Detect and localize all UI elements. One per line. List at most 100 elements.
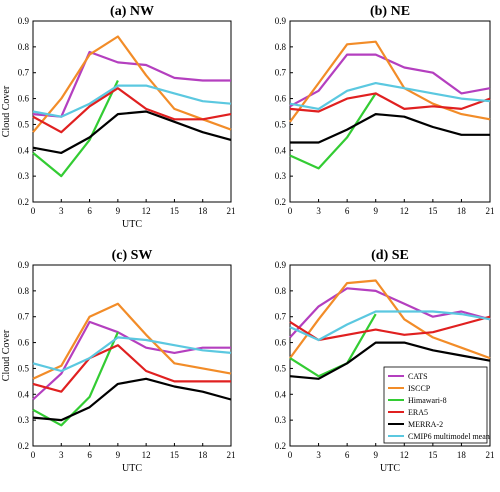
panel-title: (d) SE — [371, 248, 409, 263]
legend: CATS ISCCP Himawari-8 ERA5 MERRA-2 CMIP6 mult… — [383, 366, 490, 444]
x-tick-label: 15 — [428, 450, 438, 460]
y-tick-label: 0.9 — [18, 260, 30, 270]
series-line-isccp — [32, 302, 232, 380]
series-line-merra-2 — [289, 341, 491, 380]
legend-label: CATS — [408, 372, 428, 381]
y-tick-label: 0.7 — [275, 68, 287, 78]
plot-frame — [289, 264, 491, 447]
panel-title: (c) SW — [112, 248, 153, 263]
legend-label: Himawari-8 — [408, 396, 447, 405]
series-line-cmip6-multimodel-mean — [32, 336, 232, 373]
series-line-cats — [289, 53, 491, 108]
y-tick-label: 0.8 — [275, 42, 287, 52]
series-line-cats — [32, 320, 231, 401]
plot-frame — [289, 20, 491, 203]
y-tick-label: 0.9 — [18, 16, 30, 26]
y-tick-label: 0.3 — [18, 415, 30, 425]
series-line-himawari-8 — [32, 80, 119, 178]
x-tick-label: 15 — [170, 206, 180, 216]
panel-title: (a) NW — [110, 4, 154, 19]
x-tick-label: 12 — [142, 450, 151, 460]
y-tick-label: 0.7 — [275, 312, 287, 322]
x-tick-label: 12 — [400, 206, 409, 216]
panel-3: (c) SW 0 3 6 9 12 15 18 21 0.2 0.3 0.4 0.5 0.6 0.7 0.8 0… — [1, 248, 236, 474]
x-tick-label: 9 — [116, 206, 121, 216]
x-axis-label: UTC — [380, 463, 400, 474]
legend-label: ISCCP — [408, 384, 431, 393]
x-tick-label: 6 — [87, 450, 92, 460]
series-line-cats — [32, 50, 231, 118]
x-tick-label: 6 — [87, 206, 92, 216]
panel-4: (d) SE 0 3 6 9 12 15 18 21 0.2 0.3 0.4 0.5 0.6 0.7 0.8 0… — [275, 248, 495, 474]
series-line-isccp — [289, 40, 491, 123]
series-line-cmip6-multimodel-mean — [289, 310, 491, 342]
x-tick-label: 21 — [227, 206, 236, 216]
panel-2: (b) NE 0 3 6 9 12 15 18 21 0.2 0.3 0.4 0.5 0.6 0.7 0.8 0… — [275, 4, 495, 216]
x-axis-label: UTC — [122, 463, 142, 474]
x-tick-label: 6 — [345, 450, 350, 460]
series-line-himawari-8 — [32, 331, 119, 427]
series-line-himawari-8 — [289, 92, 377, 170]
x-tick-label: 3 — [59, 206, 64, 216]
y-tick-label: 0.6 — [18, 338, 30, 348]
y-tick-label: 0.8 — [18, 42, 30, 52]
x-tick-label: 18 — [457, 206, 467, 216]
series-line-era5 — [32, 87, 232, 134]
legend-label: MERRA-2 — [408, 420, 443, 429]
y-tick-label: 0.6 — [275, 338, 287, 348]
y-tick-label: 0.2 — [18, 441, 29, 451]
y-tick-label: 0.4 — [275, 389, 287, 399]
series-line-isccp — [32, 35, 232, 133]
y-tick-label: 0.6 — [275, 94, 287, 104]
panel-title: (b) NE — [370, 4, 410, 19]
y-tick-label: 0.3 — [275, 415, 287, 425]
x-tick-label: 3 — [316, 450, 321, 460]
x-tick-label: 6 — [345, 206, 350, 216]
y-tick-label: 0.9 — [275, 260, 287, 270]
x-tick-label: 0 — [31, 450, 36, 460]
x-tick-label: 0 — [288, 206, 293, 216]
x-tick-label: 21 — [227, 450, 236, 460]
y-tick-label: 0.7 — [18, 68, 30, 78]
legend-label: CMIP6 multimodel mean — [408, 432, 490, 441]
plot-frame — [32, 264, 232, 447]
x-tick-label: 0 — [288, 450, 293, 460]
x-tick-label: 3 — [316, 206, 321, 216]
y-tick-label: 0.3 — [275, 171, 287, 181]
y-tick-label: 0.4 — [18, 389, 30, 399]
y-tick-label: 0.3 — [18, 171, 30, 181]
x-tick-label: 9 — [373, 206, 378, 216]
y-tick-label: 0.5 — [275, 119, 287, 129]
series-line-era5 — [289, 315, 491, 342]
legend-box — [383, 366, 488, 444]
y-tick-label: 0.7 — [18, 312, 30, 322]
y-axis-label: Cloud Cover — [1, 329, 12, 381]
y-tick-label: 0.8 — [18, 286, 30, 296]
series-line-merra-2 — [32, 110, 232, 154]
y-tick-label: 0.9 — [275, 16, 287, 26]
series-line-cmip6-multimodel-mean — [289, 81, 491, 111]
x-tick-label: 15 — [170, 450, 180, 460]
series-line-era5 — [289, 92, 491, 113]
series-line-himawari-8 — [289, 313, 377, 378]
series-line-merra-2 — [290, 112, 490, 144]
y-tick-label: 0.6 — [18, 94, 30, 104]
series-line-cats — [289, 287, 491, 339]
x-tick-label: 21 — [486, 206, 495, 216]
y-tick-label: 0.4 — [18, 145, 30, 155]
series-line-cmip6-multimodel-mean — [32, 84, 232, 118]
panel-1: (a) NW 0 3 6 9 12 15 18 21 0.2 0.3 0.4 0.5 0.6 0.7 0.8 0… — [1, 4, 236, 230]
y-tick-label: 0.5 — [18, 363, 30, 373]
x-tick-label: 18 — [198, 450, 208, 460]
y-tick-label: 0.2 — [18, 197, 29, 207]
x-tick-label: 0 — [31, 206, 36, 216]
y-tick-label: 0.2 — [275, 197, 286, 207]
x-tick-label: 15 — [428, 206, 438, 216]
x-tick-label: 12 — [142, 206, 151, 216]
x-tick-label: 18 — [457, 450, 467, 460]
legend-label: ERA5 — [408, 408, 428, 417]
series-line-era5 — [32, 344, 231, 393]
x-tick-label: 9 — [373, 450, 378, 460]
